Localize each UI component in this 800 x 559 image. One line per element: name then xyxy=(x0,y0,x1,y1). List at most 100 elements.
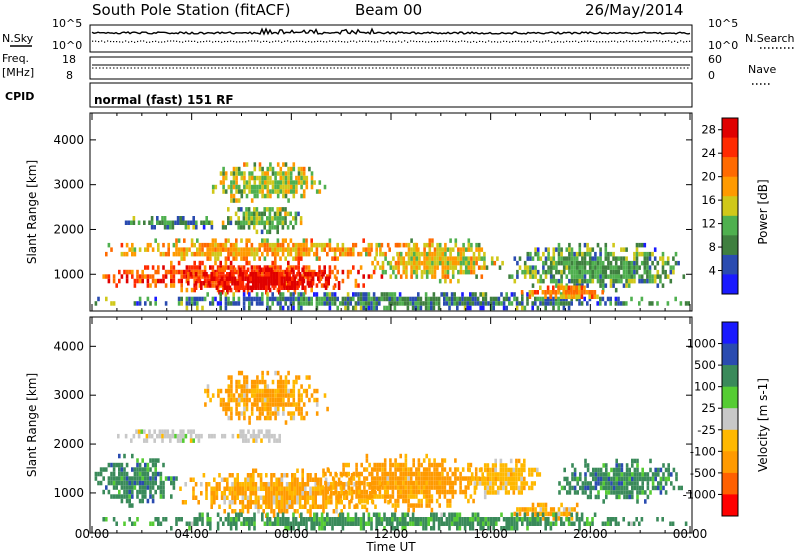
heatmap-cell xyxy=(161,429,164,434)
heatmap-cell xyxy=(146,242,150,248)
heatmap-cell xyxy=(425,489,428,495)
heatmap-cell xyxy=(246,504,250,509)
heatmap-cell xyxy=(446,476,449,481)
heatmap-cell xyxy=(314,504,317,509)
heatmap-cell xyxy=(607,472,611,477)
heatmap-cell xyxy=(112,485,116,490)
heatmap-cell xyxy=(481,472,484,477)
heatmap-cell xyxy=(272,473,276,478)
heatmap-cell xyxy=(554,517,558,522)
heatmap-cell xyxy=(529,256,532,261)
heatmap-cell xyxy=(589,485,592,491)
heatmap-cell xyxy=(478,467,482,473)
freq-tick-top: 18 xyxy=(62,53,76,66)
heatmap-cell xyxy=(179,429,182,434)
heatmap-cell xyxy=(230,184,233,190)
heatmap-cell xyxy=(474,301,477,306)
heatmap-cell xyxy=(651,481,655,486)
heatmap-cell xyxy=(560,292,563,297)
heatmap-cell xyxy=(409,480,413,486)
heatmap-cell xyxy=(418,260,421,266)
heatmap-cell xyxy=(592,467,595,473)
heatmap-cell xyxy=(249,272,252,277)
heatmap-cell xyxy=(418,256,421,261)
heatmap-cell xyxy=(297,256,300,261)
cpid-panel xyxy=(89,82,693,108)
heatmap-cell xyxy=(284,180,288,185)
heatmap-cell xyxy=(248,251,251,257)
heatmap-cell xyxy=(261,296,264,302)
heatmap-cell xyxy=(269,402,272,407)
heatmap-cell xyxy=(454,458,457,463)
heatmap-cell xyxy=(217,393,220,398)
heatmap-cell xyxy=(443,489,447,495)
heatmap-cell xyxy=(206,292,209,297)
heatmap-cell xyxy=(326,301,329,306)
heatmap-cell xyxy=(609,296,612,302)
heatmap-cell xyxy=(271,379,275,385)
nsearch-dot xyxy=(317,40,319,42)
heatmap-cell xyxy=(404,301,407,306)
heatmap-cell xyxy=(320,301,324,306)
heatmap-cell xyxy=(459,269,463,275)
heatmap-cell xyxy=(289,238,293,243)
heatmap-cell xyxy=(393,292,397,297)
heatmap-cell xyxy=(282,184,285,190)
y-tick-label: 1000 xyxy=(53,267,84,281)
heatmap-cell xyxy=(428,251,432,257)
heatmap-cell xyxy=(445,292,449,297)
heatmap-cell xyxy=(444,247,447,252)
heatmap-cell xyxy=(392,269,395,275)
heatmap-cell xyxy=(267,482,271,487)
heatmap-cell xyxy=(157,265,160,270)
heatmap-cell xyxy=(387,500,390,505)
heatmap-cell xyxy=(601,269,605,275)
heatmap-cell xyxy=(383,489,387,495)
heatmap-cell xyxy=(510,301,514,306)
heatmap-cell xyxy=(197,433,201,439)
heatmap-cell xyxy=(451,485,455,490)
heatmap-cell xyxy=(228,276,232,281)
heatmap-cell xyxy=(302,296,306,302)
heatmap-cell xyxy=(279,220,282,226)
heatmap-cell xyxy=(444,242,447,248)
heatmap-cell xyxy=(432,292,436,297)
heatmap-cell xyxy=(448,512,451,517)
heatmap-cell xyxy=(253,166,257,172)
nsearch-dot xyxy=(137,40,139,43)
heatmap-cell xyxy=(220,477,224,482)
heatmap-cell xyxy=(517,485,521,491)
heatmap-cell xyxy=(125,278,129,284)
heatmap-cell xyxy=(216,247,220,252)
heatmap-cell xyxy=(399,494,402,499)
heatmap-cell xyxy=(591,247,595,252)
heatmap-cell xyxy=(486,481,490,486)
heatmap-cell xyxy=(274,265,277,270)
heatmap-cell xyxy=(631,494,634,500)
heatmap-cell xyxy=(279,247,282,252)
heatmap-cell xyxy=(370,274,373,279)
heatmap-cell xyxy=(473,490,477,495)
heatmap-cell xyxy=(487,526,490,531)
heatmap-cell xyxy=(565,265,569,270)
heatmap-cell xyxy=(276,388,280,394)
heatmap-cell xyxy=(534,507,537,512)
heatmap-cell xyxy=(131,480,134,486)
heatmap-cell xyxy=(193,517,196,522)
heatmap-cell xyxy=(203,251,207,257)
heatmap-cell xyxy=(263,415,267,421)
heatmap-cell xyxy=(401,301,404,306)
heatmap-cell xyxy=(612,283,615,288)
heatmap-cell xyxy=(279,301,282,306)
heatmap-cell xyxy=(424,292,428,297)
heatmap-cell xyxy=(341,242,345,248)
heatmap-cell xyxy=(179,486,182,491)
heatmap-cell xyxy=(415,503,418,508)
heatmap-cell xyxy=(229,242,233,248)
heatmap-cell xyxy=(298,495,302,500)
heatmap-cell xyxy=(169,433,172,439)
nsearch-dot xyxy=(92,40,94,42)
heatmap-cell xyxy=(118,494,121,499)
heatmap-cell xyxy=(451,480,455,486)
heatmap-cell xyxy=(614,260,618,266)
